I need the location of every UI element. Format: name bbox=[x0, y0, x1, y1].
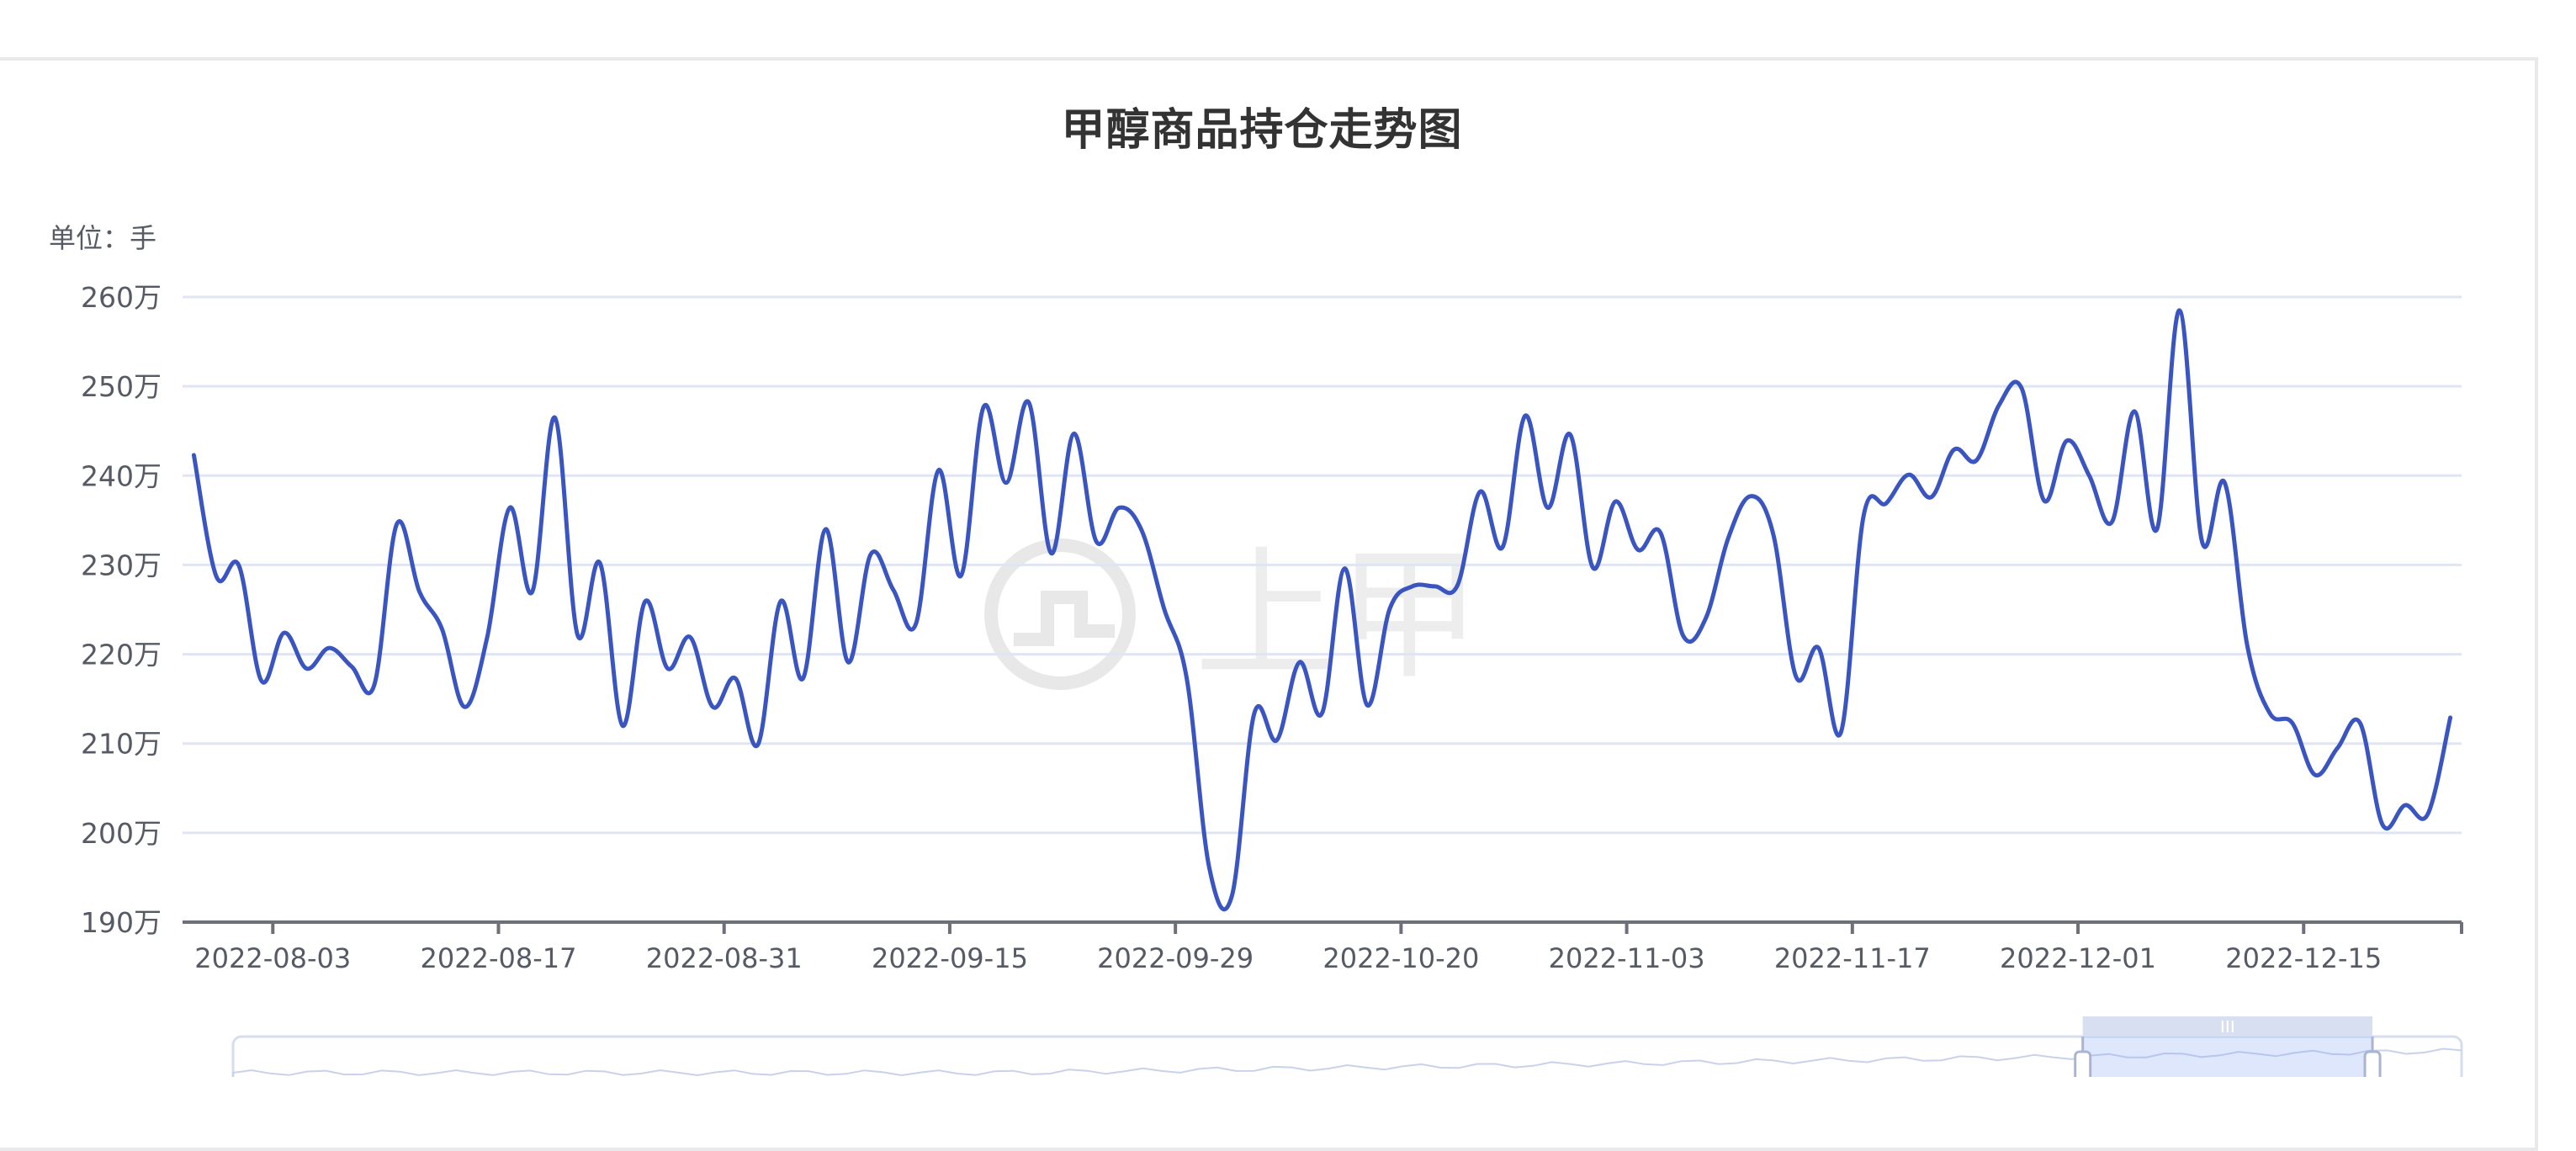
x-tick-label: 2022-11-03 bbox=[1549, 942, 1705, 974]
data-zoom-slider[interactable] bbox=[233, 1016, 2462, 1077]
watermark-text: 上甲 bbox=[1195, 533, 1481, 699]
watermark-logo: 上甲 bbox=[991, 533, 1481, 699]
slider-handle[interactable] bbox=[2075, 1052, 2091, 1077]
y-tick-label: 190万 bbox=[81, 906, 162, 939]
x-tick-label: 2022-12-01 bbox=[2000, 942, 2156, 974]
y-tick-label: 250万 bbox=[81, 370, 162, 403]
slider-handle[interactable] bbox=[2365, 1052, 2380, 1077]
x-tick-label: 2022-08-17 bbox=[421, 942, 577, 974]
y-tick-label: 210万 bbox=[81, 728, 162, 761]
y-tick-label: 220万 bbox=[81, 639, 162, 671]
y-tick-label: 200万 bbox=[81, 817, 162, 850]
x-tick-label: 2022-08-03 bbox=[194, 942, 351, 974]
y-tick-label: 230万 bbox=[81, 549, 162, 581]
slider-window[interactable] bbox=[2083, 1037, 2372, 1077]
line-chart: 上甲 190万 200万 210万 220万 230万 240万 250万 260万 2022… bbox=[0, 0, 2576, 1077]
x-tick-label: 2022-09-29 bbox=[1097, 942, 1254, 974]
y-tick-label: 260万 bbox=[81, 281, 162, 314]
x-tick-label: 2022-12-15 bbox=[2225, 942, 2382, 974]
x-tick-label: 2022-08-31 bbox=[646, 942, 803, 974]
x-tick-label: 2022-09-15 bbox=[872, 942, 1028, 974]
watermark-logo-mark bbox=[1014, 597, 1115, 639]
x-tick-label: 2022-10-20 bbox=[1322, 942, 1479, 974]
x-tick-label: 2022-11-17 bbox=[1774, 942, 1931, 974]
y-tick-label: 240万 bbox=[81, 459, 162, 492]
